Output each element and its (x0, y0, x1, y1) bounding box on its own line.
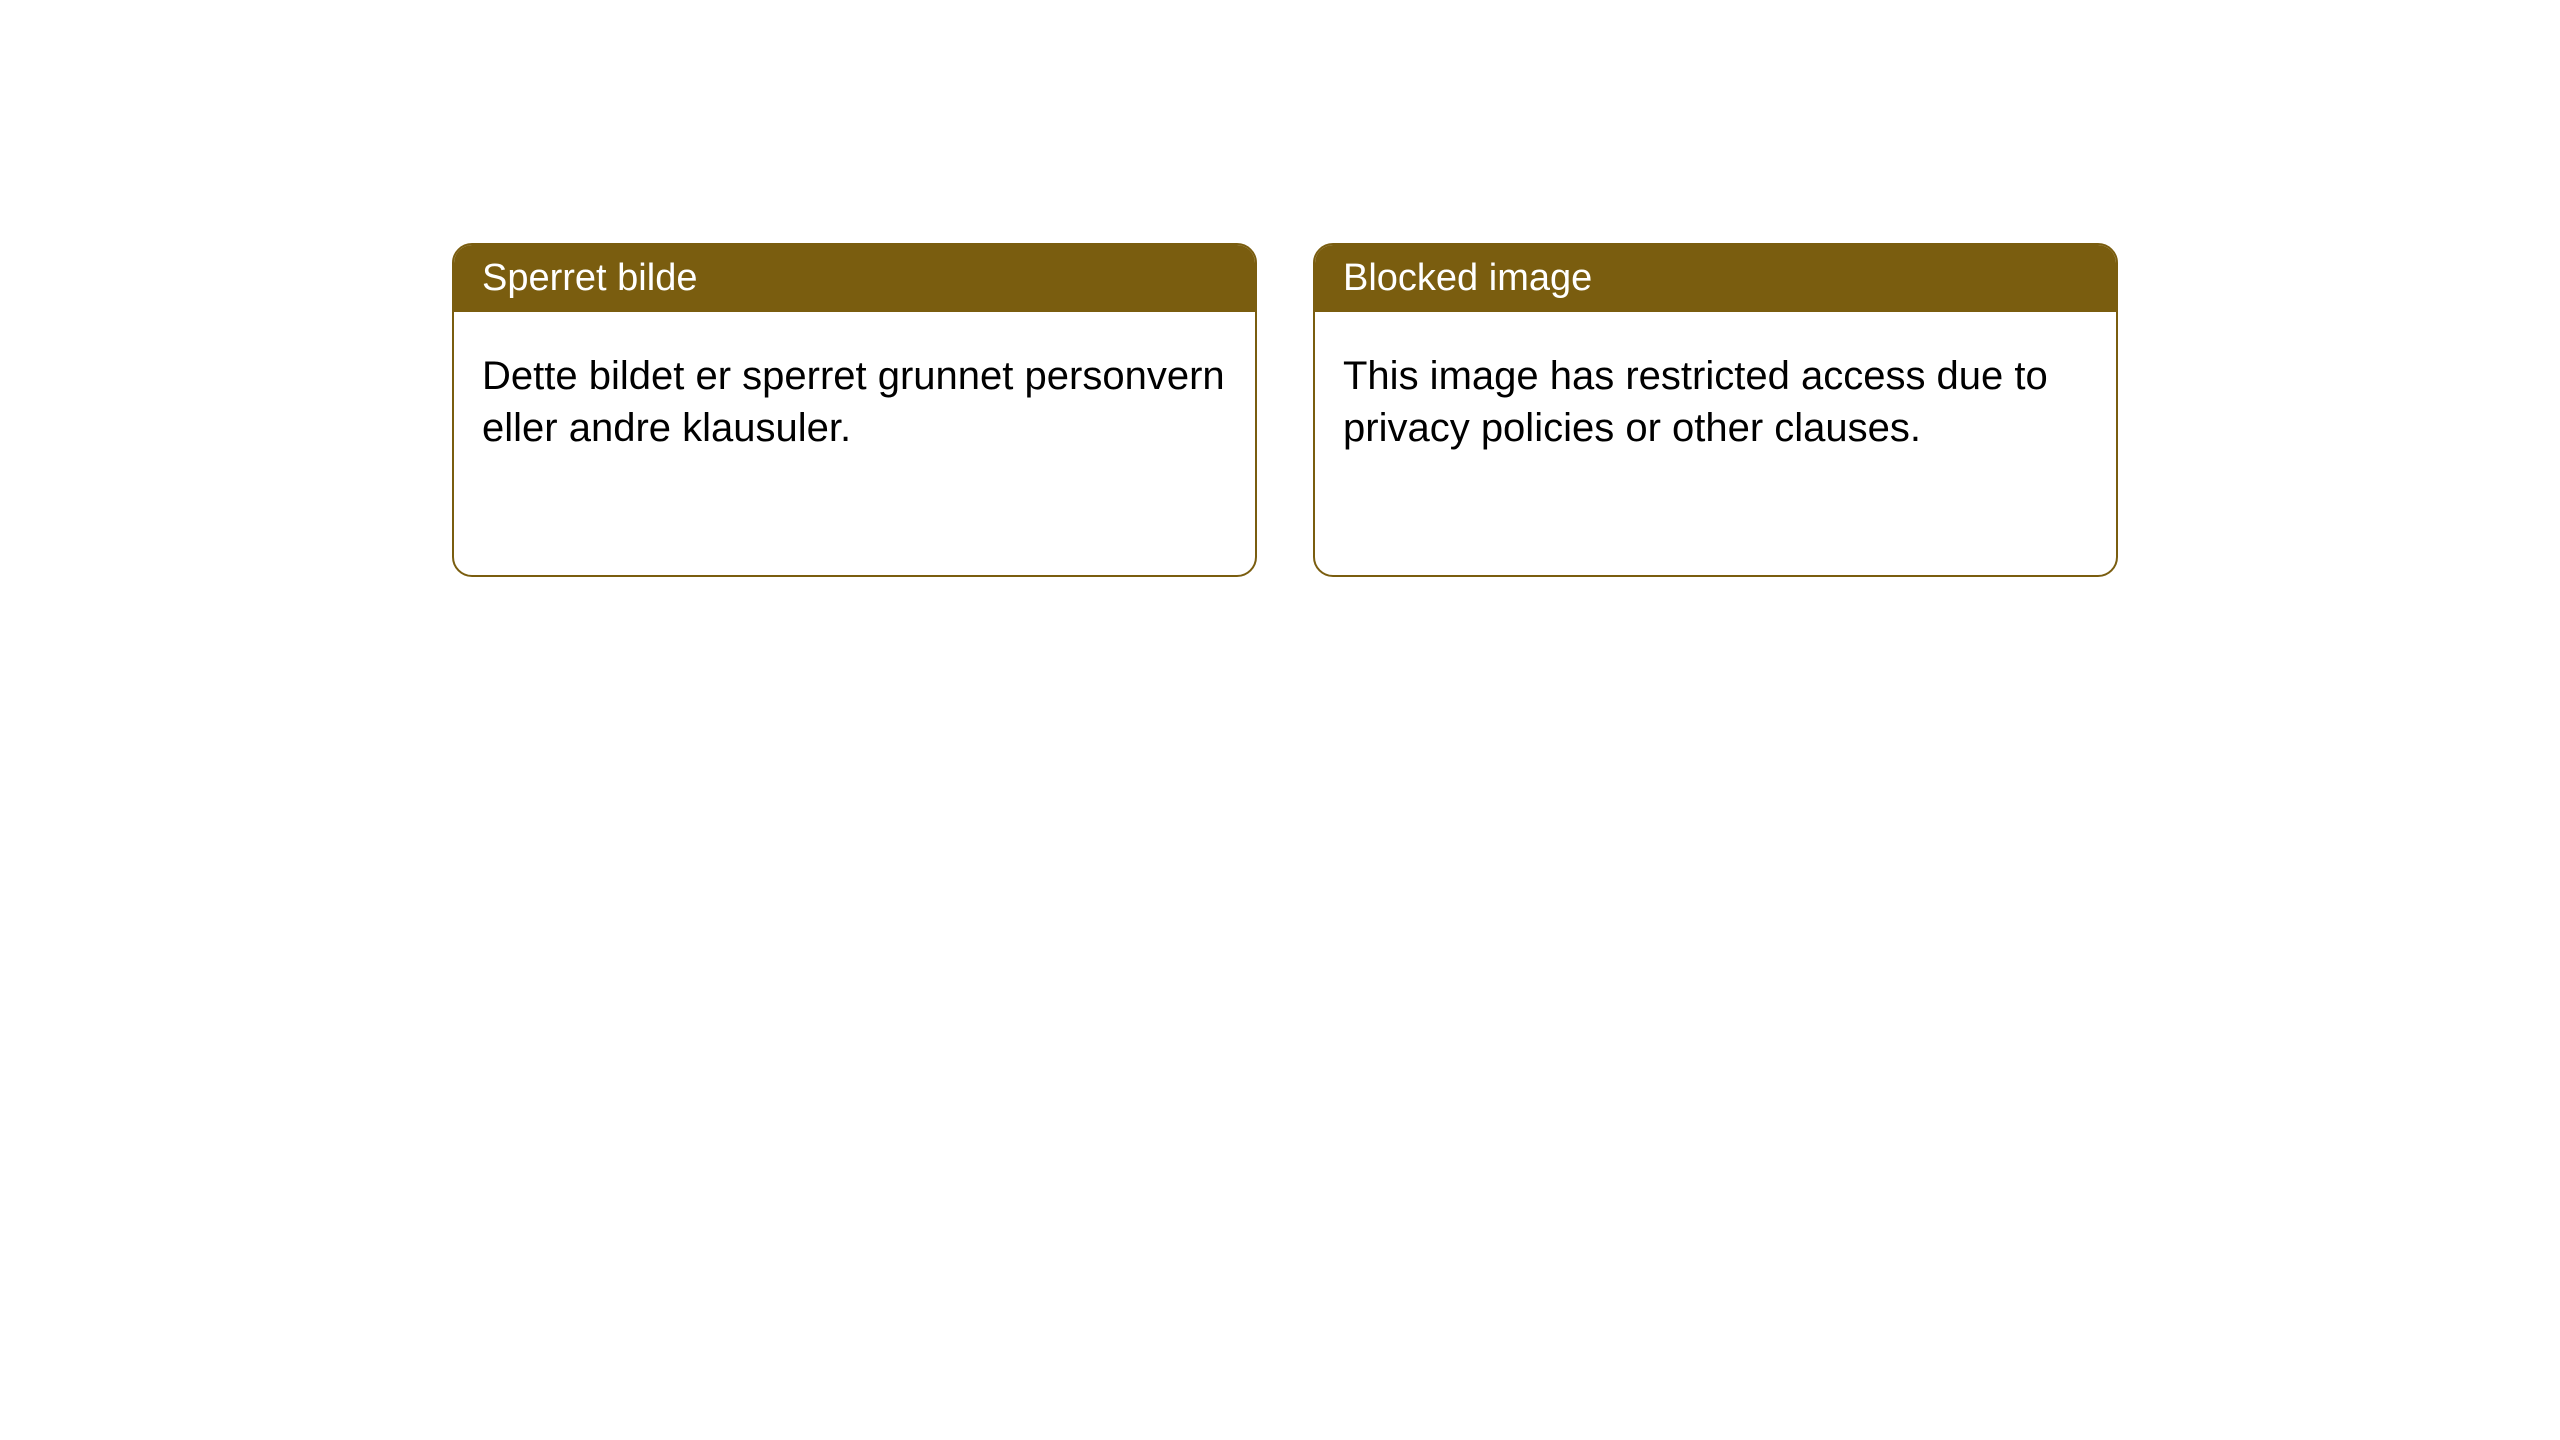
blocked-image-card-no: Sperret bilde Dette bildet er sperret gr… (452, 243, 1257, 577)
card-header-en: Blocked image (1315, 245, 2116, 312)
card-title-en: Blocked image (1343, 257, 1592, 299)
card-title-no: Sperret bilde (482, 257, 697, 299)
notice-container: Sperret bilde Dette bildet er sperret gr… (452, 243, 2118, 577)
card-body-text-no: Dette bildet er sperret grunnet personve… (482, 354, 1225, 450)
card-header-no: Sperret bilde (454, 245, 1255, 312)
card-body-no: Dette bildet er sperret grunnet personve… (454, 312, 1255, 492)
card-body-en: This image has restricted access due to … (1315, 312, 2116, 492)
card-body-text-en: This image has restricted access due to … (1343, 354, 2048, 450)
blocked-image-card-en: Blocked image This image has restricted … (1313, 243, 2118, 577)
